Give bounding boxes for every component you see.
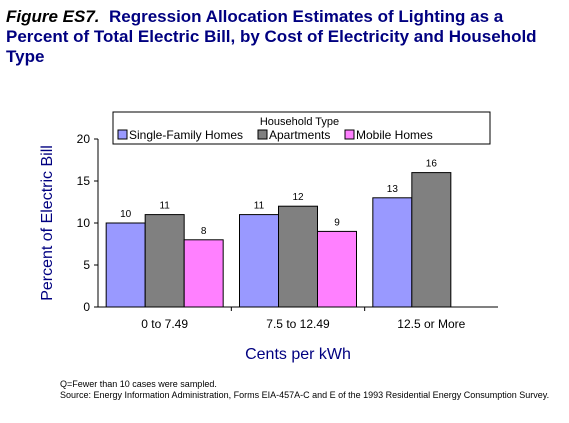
footnote-source: Source: Energy Information Administratio… [60, 390, 550, 400]
legend-label: Mobile Homes [356, 128, 433, 142]
data-label: 12 [292, 192, 304, 203]
y-tick-label: 0 [83, 300, 90, 314]
figure-title: Regression Allocation Estimates of Light… [6, 7, 537, 66]
bar [105, 222, 146, 308]
data-label: 11 [254, 201, 265, 212]
data-label: 16 [426, 159, 438, 170]
bar [239, 214, 279, 308]
y-tick-label: 10 [77, 216, 91, 230]
legend-title: Household Type [260, 116, 339, 128]
data-label: 8 [201, 226, 207, 237]
footnote: Q=Fewer than 10 cases were sampled. Sour… [60, 379, 560, 401]
legend-label: Single-Family Homes [129, 128, 243, 142]
legend-box [112, 111, 491, 145]
data-label: 10 [120, 209, 132, 220]
x-axis-title: Cents per kWh [245, 346, 351, 363]
x-tick-label: 0 to 7.49 [141, 317, 188, 331]
y-tick-label: 20 [77, 132, 91, 146]
bar [372, 197, 413, 308]
data-label: 11 [159, 201, 170, 212]
legend-swatch [344, 129, 355, 140]
figure-label: Figure ES7. [6, 7, 100, 26]
legend-label: Apartments [269, 128, 330, 142]
bar [144, 214, 185, 308]
chart-title: Figure ES7. Regression Allocation Estima… [6, 7, 566, 67]
bar [411, 172, 452, 308]
y-axis-title: Percent of Electric Bill [39, 145, 56, 301]
data-label: 13 [387, 184, 399, 195]
bar [278, 205, 318, 308]
x-tick-label: 12.5 or More [397, 317, 465, 331]
x-tick-label: 7.5 to 12.49 [266, 317, 330, 331]
y-tick-label: 5 [83, 258, 90, 272]
footnote-q: Q=Fewer than 10 cases were sampled. [60, 379, 217, 389]
y-tick-label: 15 [77, 174, 91, 188]
bar [183, 239, 224, 308]
legend-swatch [257, 129, 268, 140]
data-label: 9 [334, 217, 340, 228]
legend-swatch [117, 129, 128, 140]
bar [317, 230, 357, 308]
